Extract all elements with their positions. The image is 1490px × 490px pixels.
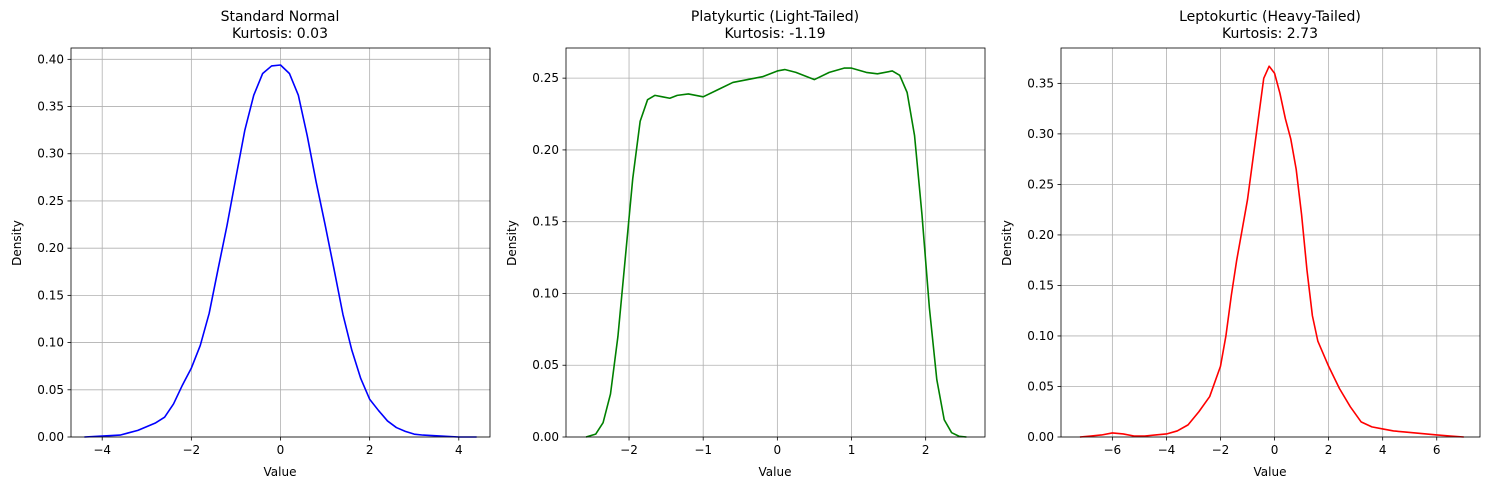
y-tick-label: 0.05 [532,358,559,372]
x-axis-label: Value [264,465,297,479]
y-tick-label: 0.15 [1027,278,1054,292]
chart-subtitle: Kurtosis: -1.19 [724,26,825,42]
chart-title: Platykurtic (Light-Tailed) [691,9,859,25]
y-tick-label: 0.20 [1027,228,1054,242]
density-line [84,64,477,438]
plot-frame [565,47,986,438]
y-tick-label: 0.00 [37,430,64,444]
y-tick-label: 0.25 [1027,177,1054,191]
chart-panel-leptokurtic: Leptokurtic (Heavy-Tailed) Kurtosis: 2.7… [1000,9,1481,479]
y-tick-label: 0.20 [37,241,64,255]
chart-panel-platykurtic: Platykurtic (Light-Tailed) Kurtosis: -1.… [505,9,986,479]
y-tick-label: 0.25 [532,71,559,85]
y-tick-label: 0.30 [37,147,64,161]
chart-subtitle: Kurtosis: 2.73 [1222,26,1318,42]
x-tick-label: −1 [694,443,712,457]
x-tick-label: 0 [277,443,285,457]
x-tick-label: −2 [620,443,638,457]
x-tick-label: −2 [1212,443,1230,457]
x-tick-label: 6 [1433,443,1441,457]
x-tick-label: −2 [182,443,200,457]
y-tick-label: 0.10 [532,286,559,300]
x-tick-label: −4 [1158,443,1176,457]
x-tick-label: 2 [366,443,374,457]
y-tick-label: 0.25 [37,194,64,208]
y-axis-label: Density [10,220,24,266]
x-tick-label: 4 [455,443,463,457]
density-line [1079,65,1464,438]
y-tick-label: 0.00 [1027,430,1054,444]
y-tick-label: 0.05 [37,383,64,397]
y-tick-label: 0.10 [37,336,64,350]
x-tick-label: 1 [848,443,856,457]
chart-title: Standard Normal [221,9,340,25]
x-tick-label: −4 [93,443,111,457]
y-tick-label: 0.10 [1027,329,1054,343]
y-tick-label: 0.35 [1027,76,1054,90]
density-line [585,67,967,438]
x-tick-label: −6 [1104,443,1122,457]
y-tick-label: 0.05 [1027,379,1054,393]
y-tick-label: 0.40 [37,52,64,66]
x-axis-label: Value [759,465,792,479]
chart-subtitle: Kurtosis: 0.03 [232,26,328,42]
x-axis-label: Value [1254,465,1287,479]
y-tick-label: 0.15 [532,215,559,229]
x-tick-label: 2 [922,443,930,457]
y-tick-label: 0.35 [37,100,64,114]
y-axis-label: Density [505,220,519,266]
x-tick-label: 2 [1325,443,1333,457]
y-tick-label: 0.20 [532,143,559,157]
x-tick-label: 0 [774,443,782,457]
y-tick-label: 0.00 [532,430,559,444]
x-tick-label: 0 [1271,443,1279,457]
y-tick-label: 0.15 [37,288,64,302]
x-tick-label: 4 [1379,443,1387,457]
y-tick-label: 0.30 [1027,127,1054,141]
plot-frame [1060,47,1481,438]
chart-title: Leptokurtic (Heavy-Tailed) [1179,9,1361,25]
chart-panel-standard-normal: Standard Normal Kurtosis: 0.03 Value Den… [10,9,491,479]
y-axis-label: Density [1000,220,1014,266]
